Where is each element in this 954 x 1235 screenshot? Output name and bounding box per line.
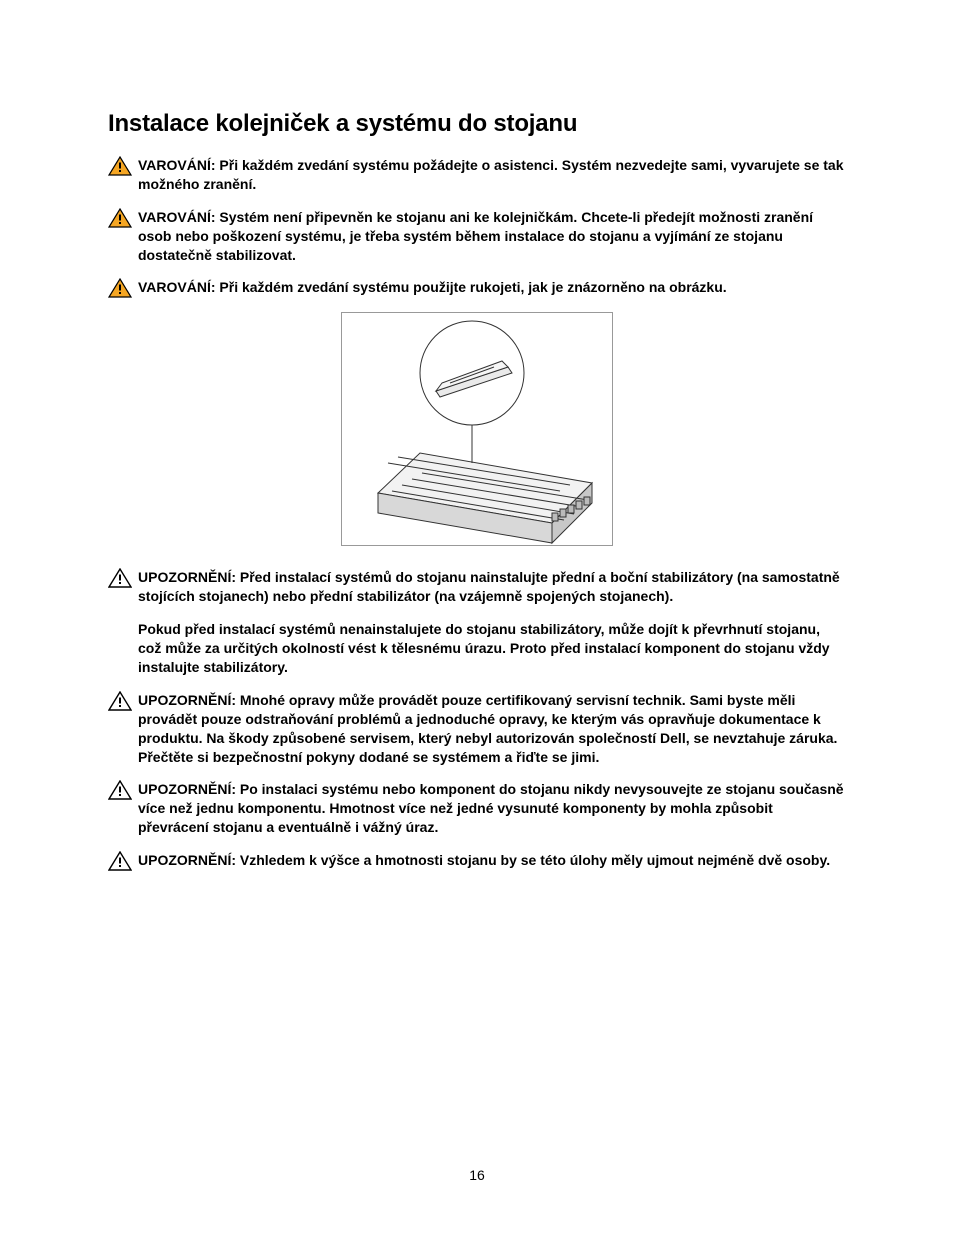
warning-notice: VAROVÁNÍ: Systém není připevněn ke stoja… bbox=[108, 208, 846, 265]
caution-notice: UPOZORNĚNÍ: Mnohé opravy může provádět p… bbox=[108, 691, 846, 767]
warning-notice: VAROVÁNÍ: Při každém zvedání systému pou… bbox=[108, 278, 846, 298]
caution-icon bbox=[108, 851, 132, 871]
warning-text: VAROVÁNÍ: Při každém zvedání systému pož… bbox=[138, 156, 846, 194]
document-page: Instalace kolejniček a systému do stojan… bbox=[0, 0, 954, 871]
warning-icon bbox=[108, 208, 132, 228]
caution-notice: UPOZORNĚNÍ: Po instalaci systému nebo ko… bbox=[108, 780, 846, 837]
warning-notice: VAROVÁNÍ: Při každém zvedání systému pož… bbox=[108, 156, 846, 194]
caution-text: UPOZORNĚNÍ: Po instalaci systému nebo ko… bbox=[138, 780, 846, 837]
caution-notice: UPOZORNĚNÍ: Před instalací systémů do st… bbox=[108, 568, 846, 606]
caution-text: UPOZORNĚNÍ: Před instalací systémů do st… bbox=[138, 568, 846, 606]
page-title: Instalace kolejniček a systému do stojan… bbox=[108, 110, 846, 138]
caution-text: UPOZORNĚNÍ: Mnohé opravy může provádět p… bbox=[138, 691, 846, 767]
warning-icon bbox=[108, 278, 132, 298]
caution-text: UPOZORNĚNÍ: Vzhledem k výšce a hmotnosti… bbox=[138, 851, 846, 870]
caution-icon bbox=[108, 568, 132, 588]
caution-icon bbox=[108, 691, 132, 711]
caution-extra-text: Pokud před instalací systémů nenainstalu… bbox=[138, 620, 846, 677]
warning-text: VAROVÁNÍ: Systém není připevněn ke stoja… bbox=[138, 208, 846, 265]
page-number: 16 bbox=[0, 1167, 954, 1183]
figure-container bbox=[108, 312, 846, 552]
caution-notice: UPOZORNĚNÍ: Vzhledem k výšce a hmotnosti… bbox=[108, 851, 846, 871]
warning-icon bbox=[108, 156, 132, 176]
caution-icon bbox=[108, 780, 132, 800]
system-diagram-figure bbox=[341, 312, 613, 546]
warning-text: VAROVÁNÍ: Při každém zvedání systému pou… bbox=[138, 278, 846, 297]
